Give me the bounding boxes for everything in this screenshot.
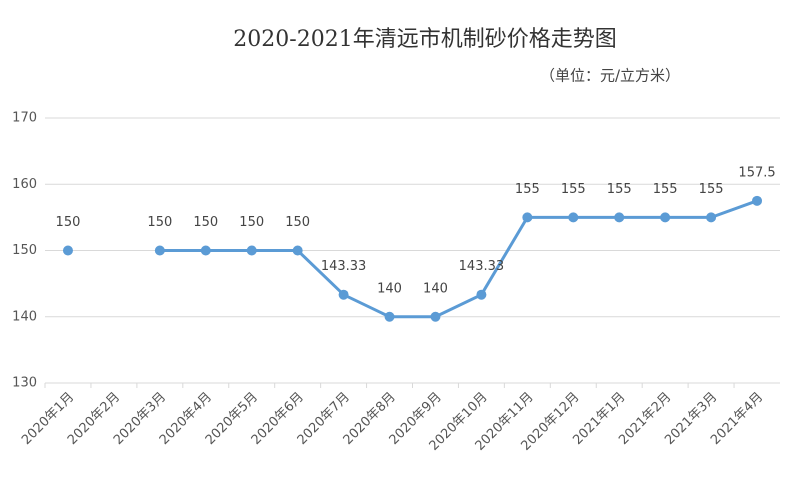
data-label: 150 bbox=[56, 215, 81, 230]
data-label: 155 bbox=[607, 182, 632, 197]
point bbox=[154, 245, 165, 256]
y-tick-label: 160 bbox=[12, 177, 37, 192]
point bbox=[752, 195, 763, 206]
point bbox=[62, 245, 73, 256]
y-tick-label: 170 bbox=[12, 111, 37, 126]
line bbox=[159, 199, 758, 319]
data-label: 143.33 bbox=[459, 259, 505, 274]
point bbox=[200, 245, 211, 256]
point bbox=[706, 212, 717, 223]
point bbox=[614, 212, 625, 223]
data-label: 150 bbox=[193, 215, 218, 230]
y-tick-label: 140 bbox=[12, 309, 37, 324]
point bbox=[476, 289, 487, 300]
data-label: 157.5 bbox=[738, 165, 775, 180]
data-label: 140 bbox=[423, 281, 448, 296]
chart-subtitle: （单位：元/立方米） bbox=[540, 67, 680, 85]
data-label: 140 bbox=[377, 281, 402, 296]
y-tick-label: 150 bbox=[12, 243, 37, 258]
data-label: 150 bbox=[285, 215, 310, 230]
point bbox=[246, 245, 257, 256]
point bbox=[568, 212, 579, 223]
point bbox=[292, 245, 303, 256]
data-label: 143.33 bbox=[321, 259, 367, 274]
point bbox=[430, 311, 441, 322]
data-label: 155 bbox=[653, 182, 678, 197]
point bbox=[384, 311, 395, 322]
data-label: 155 bbox=[515, 182, 540, 197]
y-tick-label: 130 bbox=[12, 376, 37, 391]
point bbox=[522, 212, 533, 223]
point bbox=[660, 212, 671, 223]
data-label: 150 bbox=[147, 215, 172, 230]
point bbox=[338, 289, 349, 300]
data-label: 150 bbox=[239, 215, 264, 230]
data-label: 155 bbox=[561, 182, 586, 197]
data-label: 155 bbox=[699, 182, 724, 197]
chart-title: 2020-2021年清远市机制砂价格走势图 bbox=[233, 27, 616, 52]
